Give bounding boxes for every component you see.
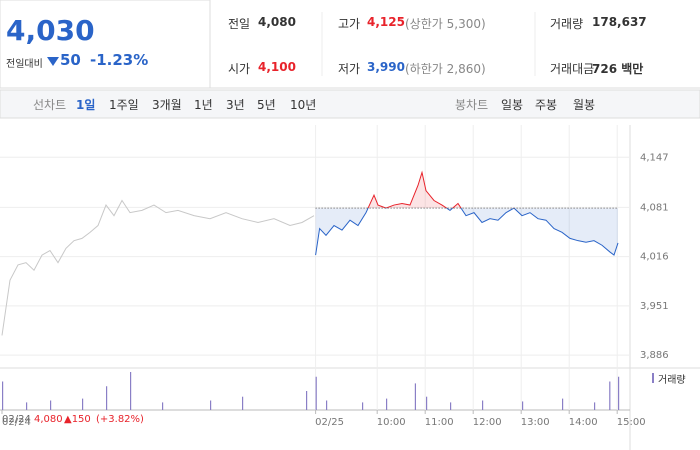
volume-bar	[130, 372, 132, 410]
volume-bar	[162, 402, 164, 410]
area-down	[315, 208, 618, 256]
volume-bar	[2, 381, 4, 410]
stat-label: 전일	[228, 17, 251, 31]
stat-label: 거래량	[550, 17, 584, 31]
x-tick-label: 13:00	[521, 417, 550, 428]
volume-bar	[50, 400, 52, 410]
x-tick-label: 02/25	[315, 417, 344, 428]
x-tick-label: 12:00	[473, 417, 502, 428]
stat-value: 178,637	[592, 15, 647, 29]
tab[interactable]: 월봉	[573, 98, 596, 112]
volume-bar	[315, 376, 317, 410]
stat-value: 4,080	[258, 15, 296, 29]
hover-price: 4,080	[34, 414, 63, 425]
price-line-down	[315, 208, 619, 256]
tab[interactable]: 1주일	[109, 98, 139, 112]
change-label: 전일대비	[6, 59, 43, 70]
volume-bar	[522, 401, 524, 410]
stat-label: 저가	[338, 62, 361, 76]
stat-label: 고가	[338, 17, 361, 31]
tab[interactable]: 10년	[290, 98, 317, 112]
volume-bar	[482, 400, 484, 410]
volume-bar	[306, 391, 308, 410]
stat-value: 726 백만	[592, 62, 644, 76]
tab-bar	[0, 89, 700, 119]
change-rate: -1.23%	[90, 51, 149, 69]
volume-bar	[210, 400, 212, 410]
y-tick-label: 3,886	[640, 350, 669, 361]
tab[interactable]: 3개월	[152, 98, 182, 112]
price-line	[1, 199, 315, 336]
stat-value: 3,990	[367, 60, 405, 74]
volume-bar	[594, 402, 596, 410]
volume-bar	[618, 376, 620, 410]
down-arrow	[47, 57, 59, 66]
x-tick-label: 14:00	[569, 417, 598, 428]
tab[interactable]: 5년	[257, 98, 276, 112]
volume-bar	[386, 398, 388, 410]
volume-bar	[609, 381, 611, 410]
volume-bar	[326, 400, 328, 410]
stat-label: 시가	[228, 62, 251, 76]
stat-value: 4,125	[367, 15, 405, 29]
price-box	[0, 0, 211, 89]
tab[interactable]: 주봉	[535, 98, 558, 112]
stat-note: (상한가 5,300)	[405, 17, 486, 31]
hover-date: 02/24	[2, 414, 31, 425]
volume-bar	[414, 383, 416, 410]
volume-bar	[26, 402, 28, 410]
volume-bar	[82, 398, 84, 410]
tab[interactable]: 3년	[226, 98, 245, 112]
volume-bar	[562, 398, 564, 410]
tab[interactable]: 1년	[194, 98, 213, 112]
y-tick-label: 4,147	[640, 152, 669, 163]
volume-bar	[106, 386, 108, 410]
tab-label: 봉차트	[455, 98, 489, 112]
tab[interactable]: 1일	[76, 98, 96, 112]
stat-value: 4,100	[258, 60, 296, 74]
stat-note: (하한가 2,860)	[405, 62, 486, 76]
x-tick-label: 10:00	[377, 417, 406, 428]
legend-swatch	[652, 373, 654, 383]
volume-bar	[362, 402, 364, 410]
x-tick-label: 15:00	[617, 417, 646, 428]
stat-label: 거래대금	[550, 62, 595, 76]
y-tick-label: 4,016	[640, 252, 669, 263]
change: 50	[60, 51, 81, 69]
hover-rate: (+3.82%)	[96, 414, 144, 425]
y-tick-label: 3,951	[640, 301, 669, 312]
volume-bar	[426, 396, 428, 410]
legend-label: 거래량	[658, 375, 686, 386]
hover-change: ▲150	[64, 414, 91, 425]
tab-label: 선차트	[33, 98, 67, 112]
volume-bar	[242, 396, 244, 410]
tab[interactable]: 일봉	[501, 98, 524, 112]
x-tick-label: 02/24	[2, 417, 31, 428]
y-tick-label: 4,081	[640, 202, 669, 213]
volume-bar	[450, 402, 452, 410]
x-tick-label: 11:00	[425, 417, 454, 428]
price: 4,030	[6, 14, 95, 47]
